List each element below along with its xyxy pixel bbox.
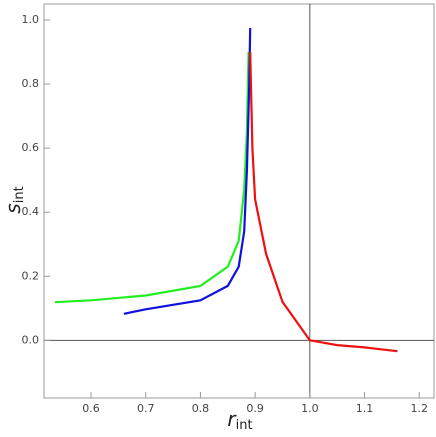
x-axis-label: rint bbox=[227, 407, 252, 433]
curve bbox=[249, 51, 398, 353]
y-tick-label: 1.0 bbox=[22, 13, 40, 26]
y-tick-label: 0.0 bbox=[22, 333, 40, 346]
x-tick-label: 1.0 bbox=[301, 402, 319, 415]
y-label-sub: int bbox=[12, 186, 27, 203]
x-label-main: r bbox=[227, 407, 237, 431]
y-tick-label: 0.2 bbox=[22, 269, 40, 282]
y-tick-label: 0.4 bbox=[22, 205, 40, 218]
y-tick-label: 0.6 bbox=[22, 141, 40, 154]
curve bbox=[54, 51, 250, 304]
curve bbox=[123, 27, 252, 315]
x-tick-label: 0.6 bbox=[82, 402, 100, 415]
x-tick-label: 1.1 bbox=[356, 402, 374, 415]
x-tick-label: 0.9 bbox=[246, 402, 264, 415]
y-label-main: s bbox=[1, 203, 25, 213]
x-label-sub: int bbox=[236, 418, 253, 433]
y-axis-label: sint bbox=[1, 186, 27, 213]
x-tick-label: 0.8 bbox=[192, 402, 210, 415]
x-tick-label: 0.7 bbox=[137, 402, 155, 415]
x-tick-label: 1.2 bbox=[410, 402, 428, 415]
plot-frame bbox=[43, 3, 435, 399]
y-tick-label: 0.8 bbox=[22, 77, 40, 90]
